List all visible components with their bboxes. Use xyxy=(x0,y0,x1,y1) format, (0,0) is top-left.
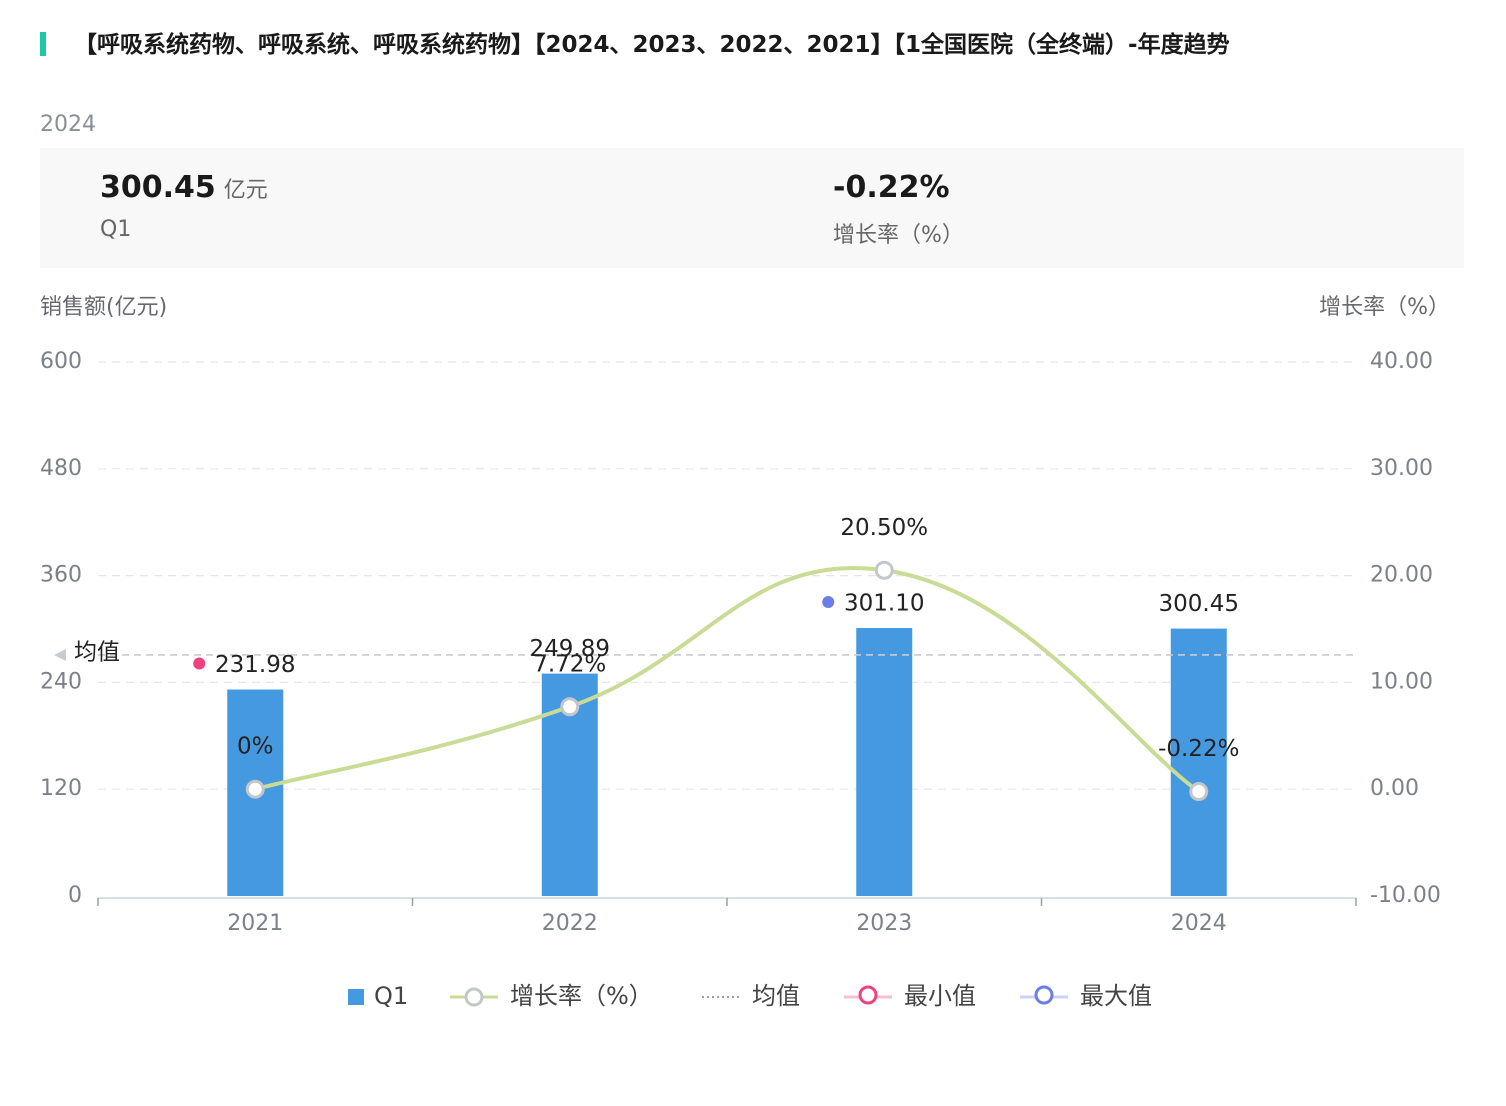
growth-rate-point[interactable] xyxy=(245,779,265,799)
sales-label: Q1 xyxy=(100,217,132,242)
x-tick-label: 2022 xyxy=(542,911,598,936)
y-left-axis-title: 销售额(亿元) xyxy=(40,295,167,320)
x-tick-label: 2024 xyxy=(1171,911,1227,936)
growth-rate-point[interactable] xyxy=(1189,782,1209,802)
legend-label: 均值 xyxy=(752,982,800,1010)
y-right-tick-label: 40.00 xyxy=(1370,349,1433,374)
y-right-axis-title: 增长率（%） xyxy=(1319,295,1450,320)
legend-item-dotted[interactable]: 均值 xyxy=(702,982,800,1010)
legend-label: Q1 xyxy=(374,982,408,1010)
summary-card: 300.45 亿元 Q1 -0.22% 增长率（%） xyxy=(40,148,1464,268)
title-bar: 【呼吸系统药物、呼吸系统、呼吸系统药物】【2024、2023、2022、2021… xyxy=(40,30,1480,58)
legend-label: 增长率（%） xyxy=(510,982,653,1010)
label-layer: 231.98 249.89 301.10 300.45 0% 7.72% 20.50% -0.… xyxy=(193,515,1239,762)
legend-item-circle-line[interactable]: 最大值 xyxy=(1020,982,1152,1010)
bar-q1-2023[interactable] xyxy=(856,628,913,896)
legend-bar-swatch xyxy=(348,989,364,1005)
bar-value-label: 231.98 xyxy=(215,652,295,678)
y-right-tick-label: 10.00 xyxy=(1370,669,1433,694)
y-left-tick-label: 600 xyxy=(40,349,82,374)
sales-kpi: 300.45 亿元 Q1 xyxy=(100,170,268,242)
bar-layer xyxy=(227,628,1227,896)
legend-label: 最大值 xyxy=(1080,982,1152,1010)
x-tick-label: 2021 xyxy=(227,911,283,936)
bar-value-label: 301.10 xyxy=(844,591,924,617)
legend-item-line-circle[interactable]: 增长率（%） xyxy=(450,982,653,1010)
legend-item-bar[interactable]: Q1 xyxy=(348,982,408,1010)
y-left-tick-label: 360 xyxy=(40,563,82,588)
max-value-marker xyxy=(822,596,835,609)
growth-label: 增长率（%） xyxy=(833,223,964,248)
y-left-tick-label: 120 xyxy=(40,776,82,801)
legend-circle-swatch xyxy=(464,987,484,1007)
growth-kpi: -0.22% 增长率（%） xyxy=(833,170,964,249)
average-marker-arrow xyxy=(54,648,66,661)
x-tick-label: 2023 xyxy=(856,911,912,936)
average-layer: 均值 xyxy=(54,639,1356,665)
growth-value: -0.22% xyxy=(833,170,950,205)
summary-year: 2024 xyxy=(40,112,96,137)
title-accent-bar xyxy=(40,32,46,56)
legend-label: 最小值 xyxy=(904,982,976,1010)
legend-circle-swatch xyxy=(1034,985,1054,1005)
growth-rate-label: 0% xyxy=(237,734,274,760)
y-left-tick-label: 0 xyxy=(68,883,82,908)
y-right-tick-label: 30.00 xyxy=(1370,456,1433,481)
y-right-tick-label: 20.00 xyxy=(1370,563,1433,588)
sales-value: 300.45 xyxy=(100,170,216,205)
growth-rate-point[interactable] xyxy=(560,697,580,717)
growth-rate-label: 20.50% xyxy=(840,515,928,541)
y-left-tick-label: 240 xyxy=(40,669,82,694)
growth-rate-label: -0.22% xyxy=(1158,736,1239,762)
growth-rate-label: 7.72% xyxy=(533,651,606,677)
average-label: 均值 xyxy=(74,639,120,665)
line-layer xyxy=(245,560,1209,802)
min-value-marker xyxy=(193,657,206,670)
page-title: 【呼吸系统药物、呼吸系统、呼吸系统药物】【2024、2023、2022、2021… xyxy=(74,32,1230,58)
bar-value-label: 300.45 xyxy=(1159,591,1239,617)
growth-rate-point[interactable] xyxy=(874,560,894,580)
bar-q1-2024[interactable] xyxy=(1170,628,1227,896)
y-right-tick-label: 0.00 xyxy=(1370,776,1419,801)
legend[interactable]: Q1 增长率（%） 均值 最小值 最大值 xyxy=(348,982,1152,1010)
grid-layer xyxy=(98,361,1356,790)
axis-layer: 销售额(亿元) 增长率（%） 0 120 240 360 480 600 -10.00 0.00 1… xyxy=(40,295,1450,936)
legend-item-circle-line[interactable]: 最小值 xyxy=(844,982,976,1010)
legend-circle-swatch xyxy=(858,985,878,1005)
growth-rate-line xyxy=(253,566,1201,794)
y-right-tick-label: -10.00 xyxy=(1370,883,1441,908)
bar-value-label: 249.89 xyxy=(530,636,610,662)
sales-unit: 亿元 xyxy=(223,178,268,203)
y-left-tick-label: 480 xyxy=(40,456,82,481)
